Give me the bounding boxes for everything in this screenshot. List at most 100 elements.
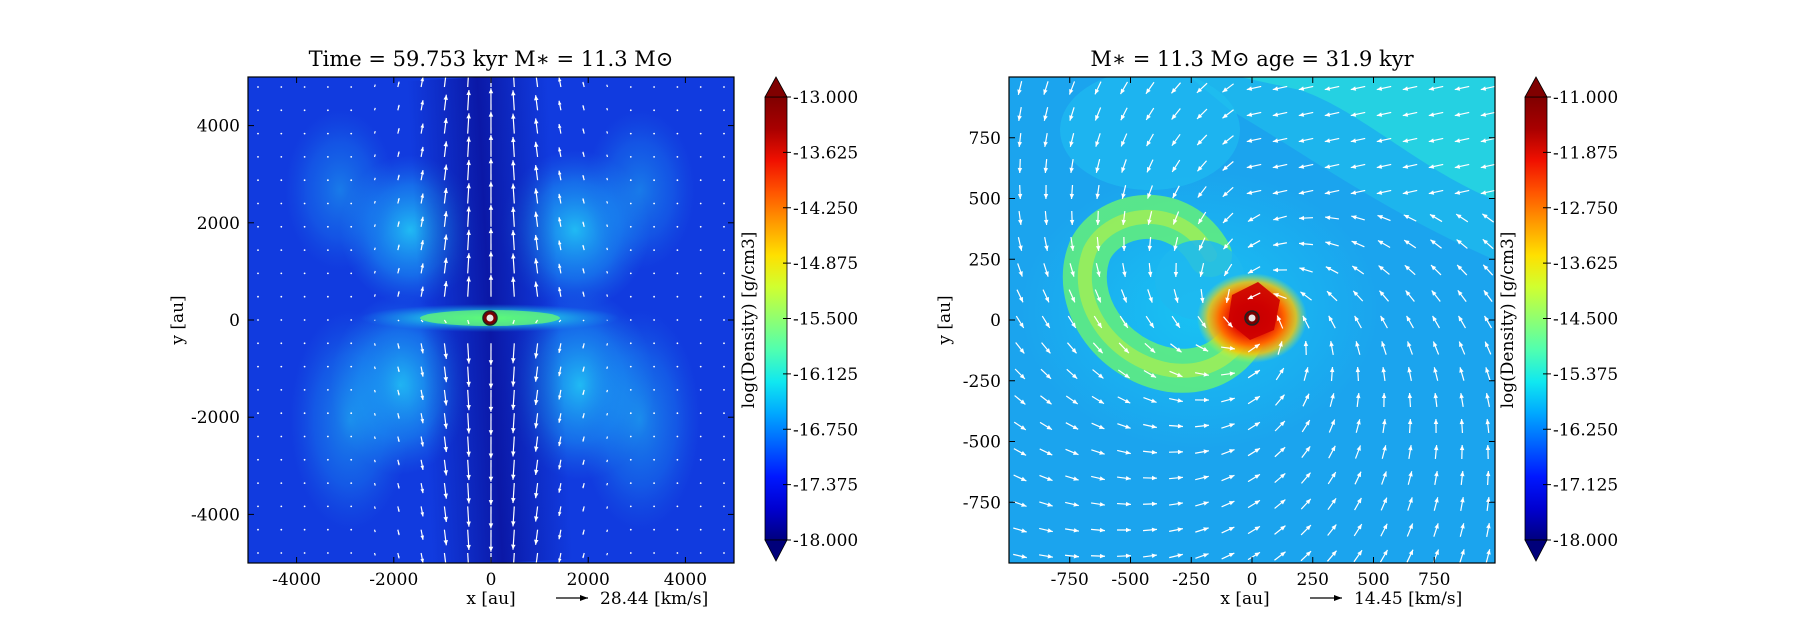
velocity-vector: [280, 273, 282, 275]
xtick-label: 500: [1357, 570, 1389, 590]
velocity-vector: [280, 506, 282, 508]
velocity-vector: [257, 506, 259, 508]
velocity-vector: [350, 482, 352, 484]
velocity-vector: [653, 86, 655, 88]
velocity-vector: [257, 342, 259, 344]
velocity-vector: [653, 506, 655, 508]
velocity-vector: [677, 482, 679, 484]
velocity-vector: [700, 296, 702, 298]
colorbar-tick-label: -16.250: [1553, 420, 1618, 440]
velocity-vector: [304, 273, 306, 275]
velocity-vector: [677, 459, 679, 461]
velocity-vector: [280, 482, 282, 484]
velocity-vector: [280, 319, 282, 321]
colorbar-label-right: log(Density) [g/cm3]: [1498, 232, 1518, 409]
velocity-vector: [350, 203, 352, 205]
xtick-label: -4000: [272, 570, 321, 590]
velocity-vector: [723, 389, 725, 391]
velocity-vector: [700, 506, 702, 508]
velocity-vector: [327, 552, 329, 554]
velocity-vector: [350, 133, 352, 135]
velocity-vector: [630, 273, 632, 275]
velocity-vector: [327, 459, 329, 461]
velocity-vector: [630, 506, 632, 508]
velocity-vector: [304, 459, 306, 461]
colorbar-tick-label: -15.500: [793, 310, 858, 330]
velocity-vector: [257, 203, 259, 205]
velocity-vector: [723, 319, 725, 321]
velocity-vector: [257, 319, 259, 321]
xlabel-left: x [au]: [466, 589, 515, 609]
velocity-vector: [653, 482, 655, 484]
velocity-vector: [700, 319, 702, 321]
velocity-vector: [630, 412, 632, 414]
velocity-vector: [723, 109, 725, 111]
title-left: Time = 59.753 kyr M∗ = 11.3 M⊙: [309, 47, 674, 71]
velocity-vector: [257, 529, 259, 531]
velocity-vector: [327, 482, 329, 484]
colorbar-tick-label: -13.625: [793, 143, 858, 163]
velocity-vector: [723, 86, 725, 88]
velocity-vector: [723, 133, 725, 135]
velocity-vector: [327, 366, 329, 368]
velocity-vector: [700, 366, 702, 368]
velocity-vector: [630, 342, 632, 344]
xtick-label: 750: [1418, 570, 1450, 590]
velocity-vector: [630, 459, 632, 461]
velocity-vector: [327, 133, 329, 135]
velocity-vector: [327, 319, 329, 321]
velocity-vector: [677, 436, 679, 438]
velocity-vector: [700, 109, 702, 111]
colorbar-left: -13.000-13.625-14.250-14.875-15.500-16.1…: [739, 77, 858, 561]
velocity-vector: [350, 459, 352, 461]
ytick-label: -2000: [191, 408, 240, 428]
velocity-vector: [327, 389, 329, 391]
velocity-vector: [700, 436, 702, 438]
velocity-vector: [630, 436, 632, 438]
velocity-vector: [630, 319, 632, 321]
velocity-vector: [630, 86, 632, 88]
ylabel-left: y [au]: [168, 295, 188, 345]
velocity-vector: [653, 179, 655, 181]
velocity-vector: [723, 529, 725, 531]
velocity-vector: [327, 179, 329, 181]
velocity-vector: [304, 109, 306, 111]
velocity-vector: [700, 459, 702, 461]
colorbar-tick-label: -11.000: [1553, 88, 1618, 108]
ytick-label: 500: [969, 190, 1001, 210]
colorbar-tick-label: -15.375: [1553, 365, 1618, 385]
velocity-vector: [350, 319, 352, 321]
velocity-vector: [653, 133, 655, 135]
ytick-label: 0: [229, 311, 240, 331]
velocity-vector: [257, 226, 259, 228]
velocity-vector: [350, 179, 352, 181]
velocity-vector: [280, 436, 282, 438]
velocity-vector: [630, 179, 632, 181]
velocity-vector: [630, 109, 632, 111]
velocity-vector: [304, 156, 306, 158]
xtick-label: -2000: [369, 570, 418, 590]
velocity-vector: [677, 342, 679, 344]
velocity-vector: [304, 482, 306, 484]
velocity-vector: [700, 389, 702, 391]
velocity-vector: [653, 156, 655, 158]
colorbar-right: -11.000-11.875-12.750-13.625-14.500-15.3…: [1498, 77, 1618, 561]
velocity-vector: [304, 226, 306, 228]
velocity-vector: [653, 389, 655, 391]
velocity-vector: [304, 203, 306, 205]
velocity-vector: [700, 179, 702, 181]
velocity-vector: [677, 389, 679, 391]
velocity-vector: [280, 109, 282, 111]
velocity-vector: [280, 226, 282, 228]
vector-key-label-left: 28.44 [km/s]: [600, 589, 708, 609]
velocity-vector: [280, 249, 282, 251]
velocity-vector: [723, 296, 725, 298]
ytick-label: 2000: [197, 214, 240, 234]
velocity-vector-head: [511, 568, 515, 573]
velocity-vector: [630, 389, 632, 391]
velocity-vector: [630, 482, 632, 484]
velocity-vector: [257, 366, 259, 368]
colorbar-tick-label: -13.625: [1553, 254, 1618, 274]
velocity-vector: [304, 179, 306, 181]
